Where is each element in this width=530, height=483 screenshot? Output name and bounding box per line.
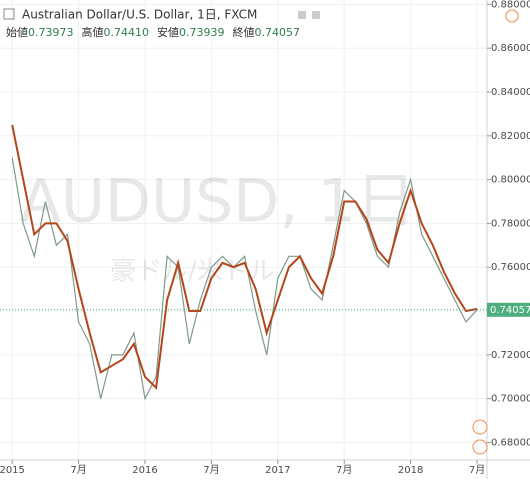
y-tick-label: 0.84000	[491, 87, 530, 98]
x-tick-label: 7月	[70, 464, 86, 476]
close-icon[interactable]	[312, 11, 320, 19]
collapse-icon[interactable]	[3, 8, 15, 20]
ohlc-value: 0.74057	[255, 26, 301, 39]
x-tick-label: 7月	[469, 464, 485, 476]
x-tick-label: 2018	[398, 465, 423, 476]
plot	[11, 124, 478, 401]
ohlc-row: 始値 0.73973 高値 0.74410 安値 0.73939 終値 0.74057	[6, 25, 300, 39]
symbol-title: Australian Dollar/U.S. Dollar, 1日, FXCM	[22, 8, 257, 22]
x-tick-label: 7月	[203, 464, 219, 476]
last-price-box	[487, 302, 530, 317]
event-icon[interactable]	[472, 419, 488, 435]
ohlc-label: 始値	[6, 25, 28, 39]
ohlc-value: 0.73973	[28, 26, 74, 39]
series-line	[11, 157, 478, 401]
series-line	[11, 124, 478, 390]
x-tick-label: 7月	[336, 464, 352, 476]
y-tick-label: 0.68000	[491, 437, 530, 448]
ohlc-value: 0.74410	[104, 26, 150, 39]
last-price-label: 0.74057	[490, 305, 530, 316]
event-icon[interactable]	[472, 439, 488, 455]
y-tick-label: 0.80000	[491, 175, 530, 186]
x-tick-label: 2015	[0, 465, 25, 476]
ohlc-label: 安値	[157, 25, 179, 39]
y-tick-label: 0.72000	[491, 350, 530, 361]
y-tick-label: 0.70000	[491, 394, 530, 405]
y-tick-label: 0.88000	[491, 0, 530, 10]
y-tick-label: 0.86000	[491, 43, 530, 54]
y-tick-label: 0.82000	[491, 131, 530, 142]
ohlc-value: 0.73939	[179, 26, 225, 39]
settings-icon[interactable]	[298, 11, 306, 19]
alert-icon[interactable]	[505, 9, 519, 23]
x-tick-label: 2017	[265, 465, 290, 476]
y-tick-label: 0.78000	[491, 218, 530, 229]
y-tick-label: 0.76000	[491, 262, 530, 273]
x-tick-label: 2016	[132, 465, 157, 476]
ohlc-label: 終値	[233, 25, 255, 39]
ohlc-label: 高値	[82, 25, 104, 39]
grid	[0, 0, 487, 460]
